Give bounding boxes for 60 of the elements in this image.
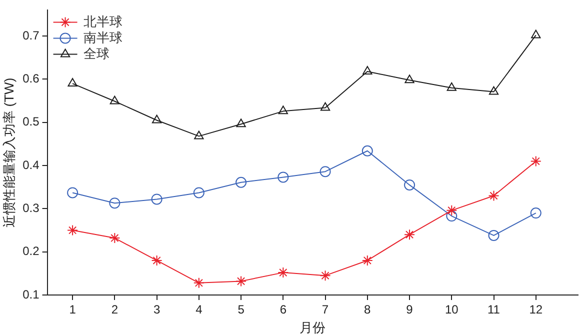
point [278, 172, 289, 183]
x-tick-label: 8 [364, 302, 372, 317]
point [446, 204, 458, 216]
point [68, 78, 78, 87]
legend-label: 全球 [83, 46, 110, 61]
x-tick-label: 6 [280, 302, 287, 317]
point [320, 166, 331, 178]
y-tick-label: 0.5 [22, 114, 40, 129]
x-tick-label: 11 [488, 302, 500, 317]
x-tick-label: 1 [69, 302, 76, 317]
y-tick-label: 0.3 [22, 201, 40, 216]
point [236, 176, 247, 188]
point [109, 198, 120, 209]
x-tick-label: 12 [529, 302, 543, 317]
x-tick-label: 9 [406, 302, 414, 317]
x-axis-title: 月份 [300, 320, 326, 335]
point [152, 114, 162, 124]
point [362, 254, 373, 266]
legend-label: 北半球 [83, 14, 122, 29]
point [404, 229, 416, 240]
point [530, 208, 542, 219]
point [404, 74, 414, 84]
point [320, 102, 330, 111]
point [194, 130, 204, 140]
point [278, 106, 288, 114]
point [362, 145, 373, 156]
x-tick-label: 10 [444, 302, 459, 317]
point [151, 194, 162, 205]
point [488, 230, 500, 241]
x-tick-label: 4 [196, 302, 203, 317]
point [151, 254, 162, 266]
x-tick-label: 7 [322, 302, 329, 317]
point [67, 224, 78, 236]
y-tick-label: 0.4 [22, 158, 40, 172]
point [446, 82, 456, 91]
point [109, 232, 120, 244]
point [236, 118, 246, 128]
point [110, 96, 120, 104]
point [488, 190, 500, 202]
point [278, 267, 289, 278]
y-axis-title: 近惯性能量输入功率 (TW) [1, 78, 16, 228]
point [320, 270, 331, 282]
x-tick-label: 2 [111, 302, 118, 317]
y-tick-label: 0.2 [22, 244, 40, 258]
x-tick-label: 3 [153, 302, 160, 317]
point [530, 156, 542, 167]
point [404, 179, 416, 190]
point [236, 276, 247, 287]
point [67, 187, 78, 198]
point [488, 86, 499, 95]
point [193, 277, 204, 288]
legend-label: 南半球 [83, 30, 122, 45]
point [193, 187, 204, 198]
point [362, 66, 372, 74]
y-tick-label: 0.7 [22, 28, 40, 42]
y-tick-label: 0.6 [22, 72, 40, 86]
point [446, 210, 458, 222]
x-tick-label: 5 [238, 302, 245, 317]
point [531, 30, 541, 38]
y-tick-label: 0.1 [22, 287, 40, 302]
